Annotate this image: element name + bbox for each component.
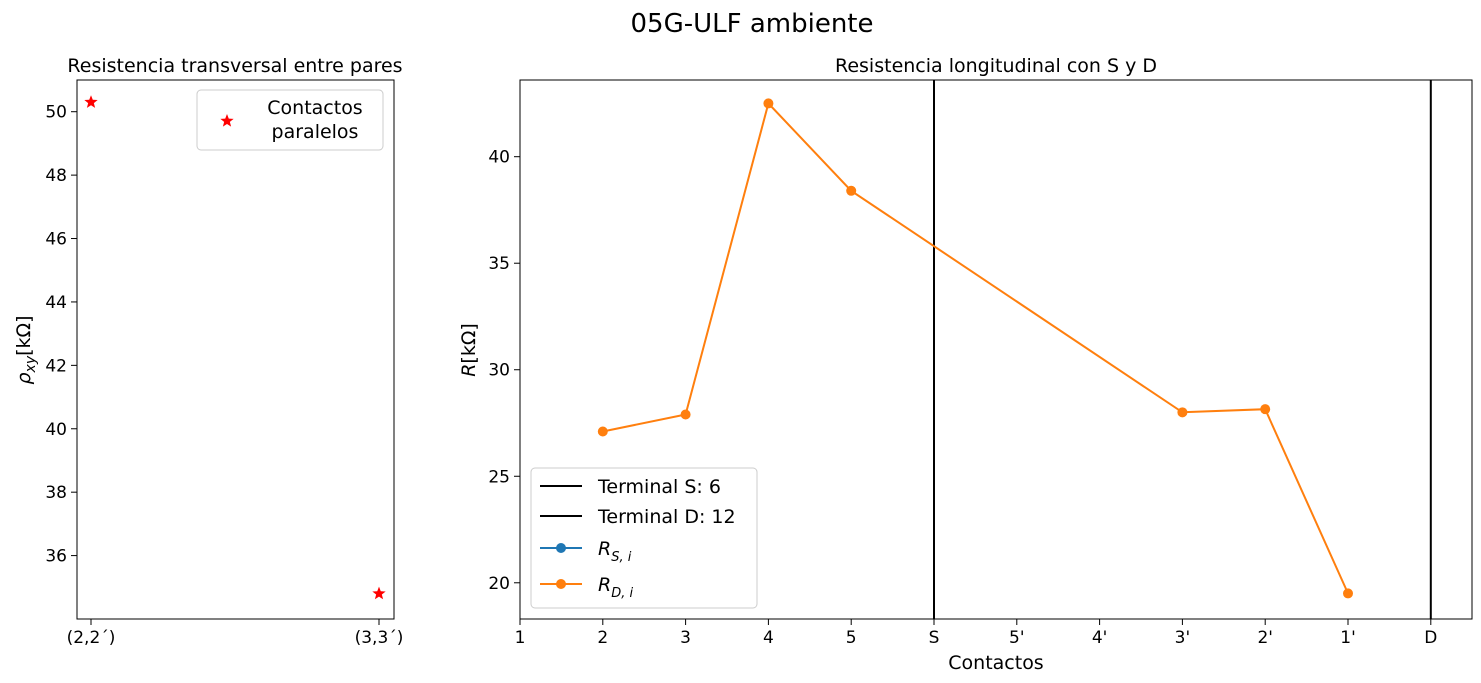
left-chart: Resistencia transversal entre pares 36 38… bbox=[13, 55, 403, 648]
left-y-tick-label: 46 bbox=[45, 230, 67, 250]
legend-rs-label: RS, i bbox=[598, 538, 632, 565]
series-point bbox=[1260, 404, 1271, 415]
left-y-axis: 36 38 40 42 44 46 48 50 bbox=[45, 103, 77, 567]
left-y-tick-label: 36 bbox=[45, 547, 67, 567]
left-y-tick-label: 42 bbox=[45, 356, 67, 376]
right-legend-box bbox=[530, 467, 758, 609]
series-point bbox=[597, 426, 608, 437]
right-x-tick-label: 3' bbox=[1175, 628, 1191, 648]
right-x-axis-label: Contactos bbox=[948, 652, 1043, 674]
right-series bbox=[597, 98, 1353, 599]
left-y-tick-label: 44 bbox=[45, 293, 67, 313]
legend-rd-marker bbox=[556, 579, 566, 589]
right-y-tick-label: 20 bbox=[488, 574, 510, 594]
series-point bbox=[1177, 407, 1188, 418]
right-chart-title: Resistencia longitudinal con S y D bbox=[835, 55, 1157, 77]
legend-rd-label: RD, i bbox=[598, 574, 633, 601]
left-chart-title: Resistencia transversal entre pares bbox=[67, 55, 402, 77]
left-y-tick-label: 50 bbox=[45, 103, 67, 123]
left-series bbox=[84, 95, 386, 600]
right-y-axis: 20 25 30 35 40 bbox=[488, 148, 520, 594]
left-y-tick-label: 38 bbox=[45, 483, 67, 503]
legend-terminal-s-label: Terminal S: 6 bbox=[597, 476, 721, 498]
right-plot-frame bbox=[519, 79, 1473, 620]
right-y-tick-label: 30 bbox=[488, 361, 510, 381]
legend-star-icon bbox=[220, 114, 234, 127]
series-point bbox=[763, 98, 774, 109]
right-x-axis: 1 2 3 4 5 S 5' 4' 3' 2' 1' D bbox=[515, 619, 1437, 648]
right-x-tick-label: 5 bbox=[846, 628, 857, 648]
right-x-tick-label: 2' bbox=[1257, 628, 1273, 648]
right-x-tick-label: 1 bbox=[515, 628, 526, 648]
left-plot-frame bbox=[76, 79, 395, 620]
right-y-tick-label: 25 bbox=[488, 467, 510, 487]
right-x-tick-label: 5' bbox=[1009, 628, 1025, 648]
right-x-tick-label: 3 bbox=[680, 628, 691, 648]
left-legend-label-line-2: paralelos bbox=[272, 121, 359, 143]
left-x-tick-label: (2,2´) bbox=[67, 628, 116, 648]
left-legend-box bbox=[196, 89, 384, 151]
series-point bbox=[680, 409, 691, 420]
left-legend-marker bbox=[220, 114, 234, 127]
left-legend: Contactos paralelos bbox=[196, 89, 384, 151]
left-x-tick-label: (3,3´) bbox=[355, 628, 404, 648]
left-legend-label-line-1: Contactos bbox=[267, 97, 362, 119]
figure-title: 05G-ULF ambiente bbox=[630, 9, 873, 39]
left-y-axis-label: ρxy[kΩ] bbox=[13, 316, 39, 385]
right-x-tick-label: 4 bbox=[763, 628, 774, 648]
series-point bbox=[846, 185, 857, 196]
left-y-tick-label: 48 bbox=[45, 166, 67, 186]
terminal-lines bbox=[933, 80, 1432, 619]
series-point bbox=[1343, 588, 1353, 599]
right-x-tick-label: S bbox=[929, 628, 940, 648]
right-x-tick-label: 4' bbox=[1092, 628, 1108, 648]
legend-terminal-d-label: Terminal D: 12 bbox=[597, 506, 736, 528]
right-legend: Terminal S: 6 Terminal D: 12 RS, i RD, i bbox=[530, 467, 758, 609]
star-point bbox=[84, 95, 98, 108]
right-y-tick-label: 40 bbox=[488, 148, 510, 168]
right-x-tick-label: D bbox=[1424, 628, 1437, 648]
star-point bbox=[372, 586, 386, 600]
right-x-tick-label: 2 bbox=[597, 628, 608, 648]
left-y-tick-label: 40 bbox=[45, 420, 67, 440]
right-x-tick-label: 1' bbox=[1340, 628, 1356, 648]
right-y-axis-label: R[kΩ] bbox=[458, 323, 480, 377]
legend-rs-marker bbox=[556, 543, 566, 553]
left-x-axis: (2,2´) (3,3´) bbox=[67, 619, 404, 648]
right-chart: Resistencia longitudinal con S y D 20253… bbox=[458, 55, 1473, 674]
right-y-tick-label: 35 bbox=[488, 254, 510, 274]
